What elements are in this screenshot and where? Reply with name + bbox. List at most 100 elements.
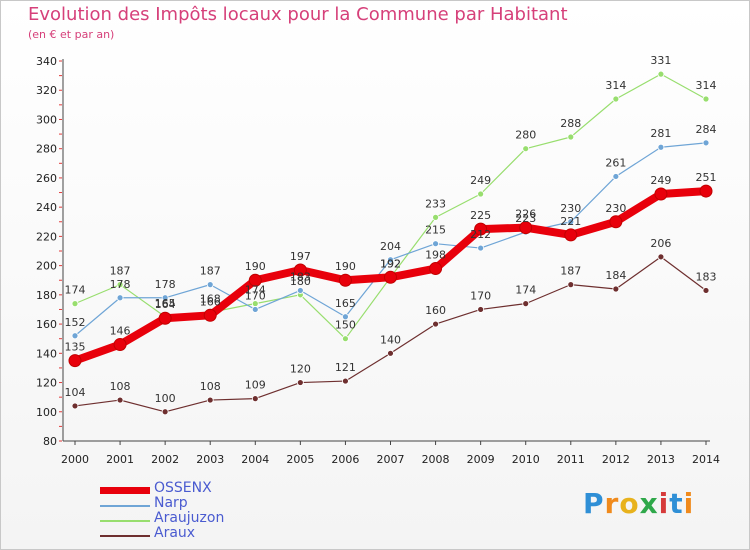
data-label-araux: 174 bbox=[515, 284, 536, 297]
x-tick-label: 2001 bbox=[106, 453, 134, 466]
data-point-araux bbox=[71, 402, 79, 410]
data-point-araujuzon bbox=[477, 190, 485, 198]
data-point-ossenx bbox=[338, 273, 352, 287]
legend-label-ossenx: OSSENX bbox=[154, 480, 212, 496]
data-point-araujuzon bbox=[522, 145, 530, 153]
chart-subtitle: (en € et par an) bbox=[28, 28, 115, 41]
data-label-araux: 120 bbox=[290, 363, 311, 376]
logo-letter: t bbox=[669, 487, 684, 520]
data-point-narp bbox=[342, 313, 349, 321]
data-point-araux bbox=[342, 377, 349, 385]
data-label-ossenx: 221 bbox=[560, 215, 581, 228]
data-label-narp: 281 bbox=[650, 127, 671, 140]
data-label-araujuzon: 168 bbox=[200, 292, 221, 305]
data-point-narp bbox=[612, 173, 620, 180]
logo-letter: r bbox=[604, 487, 620, 520]
data-point-araujuzon bbox=[71, 300, 79, 308]
data-label-araux: 187 bbox=[560, 265, 581, 278]
data-label-narp: 187 bbox=[200, 265, 221, 278]
data-point-narp bbox=[477, 244, 485, 252]
data-point-araujuzon bbox=[567, 133, 575, 141]
x-tick-label: 2013 bbox=[647, 453, 675, 466]
data-label-narp: 178 bbox=[110, 278, 131, 291]
data-label-araujuzon: 180 bbox=[290, 275, 311, 288]
data-point-araux bbox=[206, 396, 214, 404]
data-label-araujuzon: 280 bbox=[515, 129, 536, 142]
data-point-araux bbox=[432, 320, 439, 328]
data-point-narp bbox=[296, 287, 304, 294]
data-label-araujuzon: 288 bbox=[560, 117, 581, 130]
data-point-ossenx bbox=[113, 338, 127, 352]
data-point-ossenx bbox=[384, 270, 397, 284]
data-label-narp: 230 bbox=[560, 202, 581, 215]
data-point-araux bbox=[567, 281, 575, 289]
y-tick-label: 260 bbox=[36, 172, 57, 185]
data-label-araux: 109 bbox=[245, 379, 266, 392]
data-point-araux bbox=[657, 253, 665, 261]
data-label-araujuzon: 314 bbox=[696, 79, 717, 92]
x-tick-label: 2006 bbox=[331, 453, 359, 466]
data-label-narp: 204 bbox=[380, 240, 401, 253]
data-point-ossenx bbox=[248, 273, 262, 287]
data-label-araux: 160 bbox=[425, 304, 446, 317]
data-label-ossenx: 226 bbox=[515, 208, 536, 221]
data-label-ossenx: 192 bbox=[380, 257, 401, 270]
data-point-araujuzon bbox=[342, 335, 349, 343]
data-label-narp: 170 bbox=[245, 289, 266, 302]
data-point-araux bbox=[161, 408, 169, 416]
data-point-araujuzon bbox=[432, 213, 439, 221]
logo-letter: i bbox=[658, 487, 670, 520]
data-label-ossenx: 197 bbox=[290, 250, 311, 263]
axes: 80 100 120 140 160 180 200 220 240 260 280 300 320 34… bbox=[36, 55, 720, 466]
x-tick-label: 2005 bbox=[286, 453, 314, 466]
data-point-araux bbox=[387, 349, 394, 357]
data-label-ossenx: 190 bbox=[245, 260, 266, 273]
data-point-narp bbox=[71, 332, 79, 340]
y-tick-label: 280 bbox=[36, 143, 57, 156]
data-label-narp: 223 bbox=[515, 212, 536, 225]
logo-letter: x bbox=[639, 487, 659, 520]
data-label-araux: 184 bbox=[605, 269, 626, 282]
data-label-narp: 152 bbox=[65, 316, 86, 329]
legend-swatch-araujuzon bbox=[100, 520, 150, 522]
data-point-narp bbox=[702, 139, 710, 147]
data-label-ossenx: 164 bbox=[155, 298, 176, 311]
data-point-araux bbox=[251, 395, 259, 403]
y-tick-label: 100 bbox=[36, 406, 57, 419]
x-tick-label: 2011 bbox=[557, 453, 585, 466]
data-label-araux: 121 bbox=[335, 361, 356, 374]
data-label-narp: 183 bbox=[290, 270, 311, 283]
data-point-araujuzon bbox=[702, 95, 710, 103]
data-label-araux: 170 bbox=[470, 289, 491, 302]
data-label-ossenx: 198 bbox=[425, 249, 446, 262]
data-point-ossenx bbox=[519, 221, 533, 235]
x-tick-label: 2008 bbox=[422, 453, 450, 466]
data-label-narp: 212 bbox=[470, 228, 491, 241]
data-point-narp bbox=[251, 306, 259, 313]
data-label-ossenx: 190 bbox=[335, 260, 356, 273]
data-point-araux bbox=[116, 396, 124, 404]
data-label-narp: 178 bbox=[155, 278, 176, 291]
y-tick-label: 140 bbox=[36, 347, 57, 360]
legend-label-araux: Araux bbox=[154, 525, 196, 541]
data-point-ossenx bbox=[609, 215, 623, 229]
legend-swatch-narp bbox=[100, 505, 150, 507]
data-point-ossenx bbox=[293, 263, 307, 277]
data-point-narp bbox=[432, 240, 439, 248]
data-point-araujuzon bbox=[612, 95, 620, 103]
y-tick-label: 300 bbox=[36, 113, 57, 126]
data-label-araux: 100 bbox=[155, 392, 176, 405]
legend-swatch-araux bbox=[100, 535, 150, 537]
y-tick-label: 80 bbox=[43, 435, 57, 448]
data-point-araujuzon bbox=[657, 70, 665, 78]
x-tick-label: 2000 bbox=[61, 453, 89, 466]
data-point-ossenx bbox=[699, 184, 713, 198]
data-point-narp bbox=[387, 256, 394, 264]
data-point-narp bbox=[206, 281, 214, 289]
data-label-araujuzon: 174 bbox=[245, 284, 266, 297]
data-label-araujuzon: 314 bbox=[605, 79, 626, 92]
data-point-narp bbox=[161, 294, 169, 302]
data-label-araux: 108 bbox=[200, 380, 221, 393]
legend-label-araujuzon: Araujuzon bbox=[154, 510, 225, 526]
data-label-ossenx: 166 bbox=[200, 295, 221, 308]
